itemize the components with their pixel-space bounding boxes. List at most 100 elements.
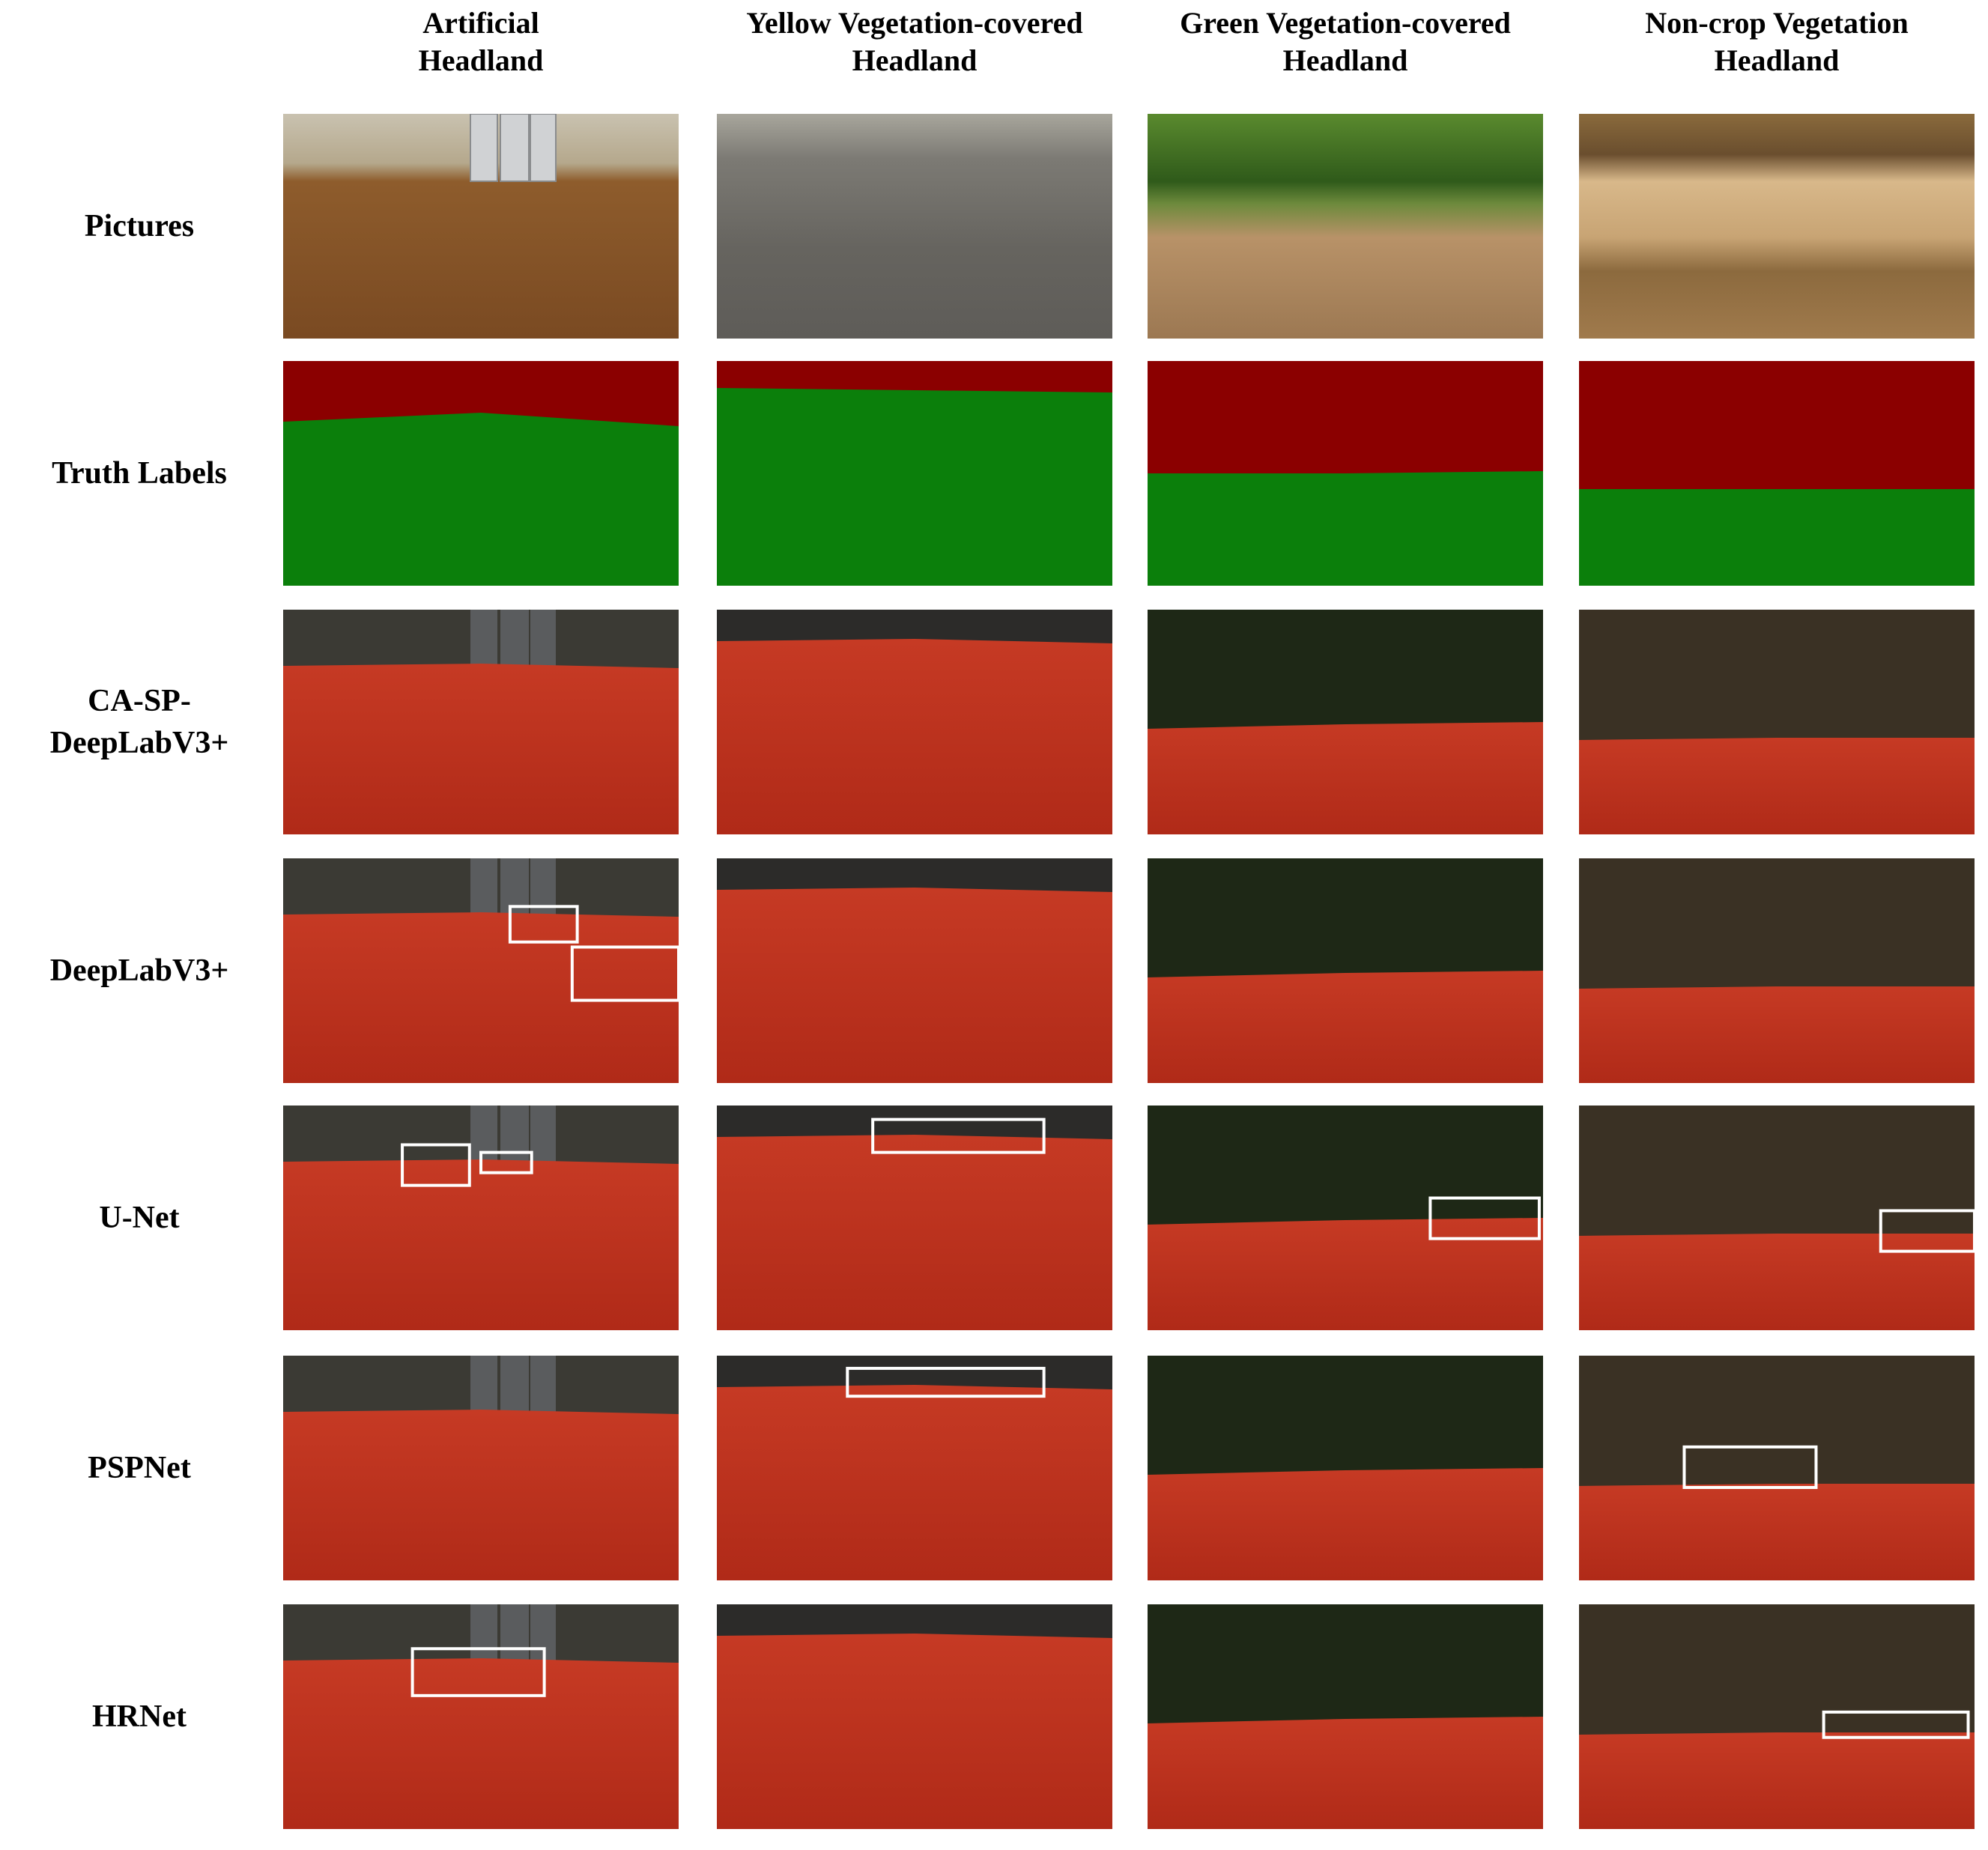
image-panel bbox=[283, 114, 679, 339]
segmentation bbox=[1579, 738, 1975, 834]
header-line: Yellow Vegetation-covered bbox=[746, 6, 1083, 40]
row-header: DeepLabV3+ bbox=[0, 950, 279, 992]
image-panel bbox=[1148, 1356, 1543, 1580]
pole bbox=[500, 1106, 529, 1165]
image-panel bbox=[717, 361, 1112, 586]
pole bbox=[470, 1106, 497, 1165]
segmentation bbox=[283, 912, 679, 1083]
label-green bbox=[717, 388, 1112, 586]
row-header: HRNet bbox=[0, 1696, 279, 1738]
highlight-box bbox=[846, 1366, 1046, 1398]
pole bbox=[500, 1356, 529, 1416]
pole bbox=[470, 858, 497, 918]
segmentation bbox=[283, 1410, 679, 1580]
column-header: Green Vegetation-covered Headland bbox=[1128, 4, 1563, 79]
row-header: CA-SP- DeepLabV3+ bbox=[0, 680, 279, 764]
row-label-line: CA-SP- bbox=[88, 684, 191, 718]
row-header: Pictures bbox=[0, 205, 279, 247]
pole bbox=[500, 858, 529, 918]
row-label-line: U-Net bbox=[99, 1201, 180, 1235]
image-panel bbox=[1579, 858, 1975, 1083]
image-panel bbox=[283, 858, 679, 1083]
segmentation bbox=[1148, 1468, 1543, 1580]
highlight-box bbox=[401, 1143, 471, 1187]
pole bbox=[500, 610, 529, 670]
segmentation bbox=[717, 1385, 1112, 1580]
header-line: Headland bbox=[1282, 43, 1408, 77]
segmentation bbox=[717, 639, 1112, 834]
image-panel bbox=[1148, 610, 1543, 834]
pole bbox=[470, 610, 497, 670]
segmentation bbox=[1148, 1717, 1543, 1829]
highlight-box bbox=[871, 1117, 1046, 1154]
image-panel bbox=[717, 114, 1112, 339]
header-line: Headland bbox=[852, 43, 978, 77]
pole bbox=[470, 1604, 497, 1664]
image-panel bbox=[1148, 1106, 1543, 1330]
image-panel bbox=[717, 1356, 1112, 1580]
highlight-box bbox=[1428, 1196, 1541, 1240]
photo bbox=[717, 114, 1112, 339]
image-panel bbox=[1148, 361, 1543, 586]
segmentation bbox=[717, 1135, 1112, 1330]
pole bbox=[530, 858, 556, 918]
header-line: Headland bbox=[418, 43, 544, 77]
image-panel bbox=[1579, 1604, 1975, 1829]
highlight-box bbox=[410, 1647, 546, 1697]
image-panel bbox=[283, 1604, 679, 1829]
image-panel bbox=[1579, 610, 1975, 834]
row-label-line: Truth Labels bbox=[52, 456, 227, 491]
segmentation bbox=[717, 888, 1112, 1083]
image-panel bbox=[717, 1604, 1112, 1829]
segmentation bbox=[283, 1159, 679, 1330]
segmentation bbox=[717, 1634, 1112, 1829]
pole bbox=[530, 610, 556, 670]
row-label-line: Pictures bbox=[84, 209, 195, 243]
pole bbox=[470, 1356, 497, 1416]
row-header: Truth Labels bbox=[0, 452, 279, 494]
row-label-line: HRNet bbox=[92, 1699, 187, 1734]
segmentation bbox=[1579, 1484, 1975, 1580]
image-panel bbox=[717, 610, 1112, 834]
image-panel bbox=[1579, 1356, 1975, 1580]
highlight-box bbox=[1822, 1710, 1970, 1739]
highlight-box bbox=[570, 945, 679, 1002]
pole bbox=[530, 1356, 556, 1416]
image-panel bbox=[1579, 1106, 1975, 1330]
segmentation bbox=[1579, 1234, 1975, 1330]
pole bbox=[530, 114, 557, 182]
row-header: PSPNet bbox=[0, 1447, 279, 1489]
label-green bbox=[283, 413, 679, 586]
column-header: Yellow Vegetation-covered Headland bbox=[697, 4, 1132, 79]
header-line: Artificial bbox=[422, 6, 539, 40]
header-line: Non-crop Vegetation bbox=[1645, 6, 1909, 40]
highlight-box bbox=[1682, 1445, 1818, 1489]
segmentation bbox=[1579, 986, 1975, 1083]
segmentation bbox=[1148, 722, 1543, 834]
row-label-line: DeepLabV3+ bbox=[49, 726, 229, 760]
photo bbox=[1579, 114, 1975, 339]
header-line: Headland bbox=[1714, 43, 1840, 77]
image-panel bbox=[1148, 114, 1543, 339]
label-green bbox=[1148, 471, 1543, 586]
segmentation bbox=[283, 664, 679, 834]
segmentation bbox=[1579, 1732, 1975, 1829]
image-panel bbox=[283, 1356, 679, 1580]
image-panel bbox=[1579, 361, 1975, 586]
segmentation bbox=[283, 1658, 679, 1829]
image-panel bbox=[1148, 858, 1543, 1083]
image-panel bbox=[283, 610, 679, 834]
image-panel bbox=[283, 1106, 679, 1330]
label-green bbox=[1579, 489, 1975, 586]
pole bbox=[470, 114, 498, 182]
image-panel bbox=[1579, 114, 1975, 339]
row-label-line: DeepLabV3+ bbox=[49, 953, 229, 988]
image-panel bbox=[717, 858, 1112, 1083]
header-line: Green Vegetation-covered bbox=[1180, 6, 1511, 40]
pole bbox=[500, 1604, 529, 1664]
column-header: Non-crop Vegetation Headland bbox=[1560, 4, 1988, 79]
segmentation bbox=[1148, 1218, 1543, 1330]
image-panel bbox=[283, 361, 679, 586]
pole bbox=[530, 1106, 556, 1165]
